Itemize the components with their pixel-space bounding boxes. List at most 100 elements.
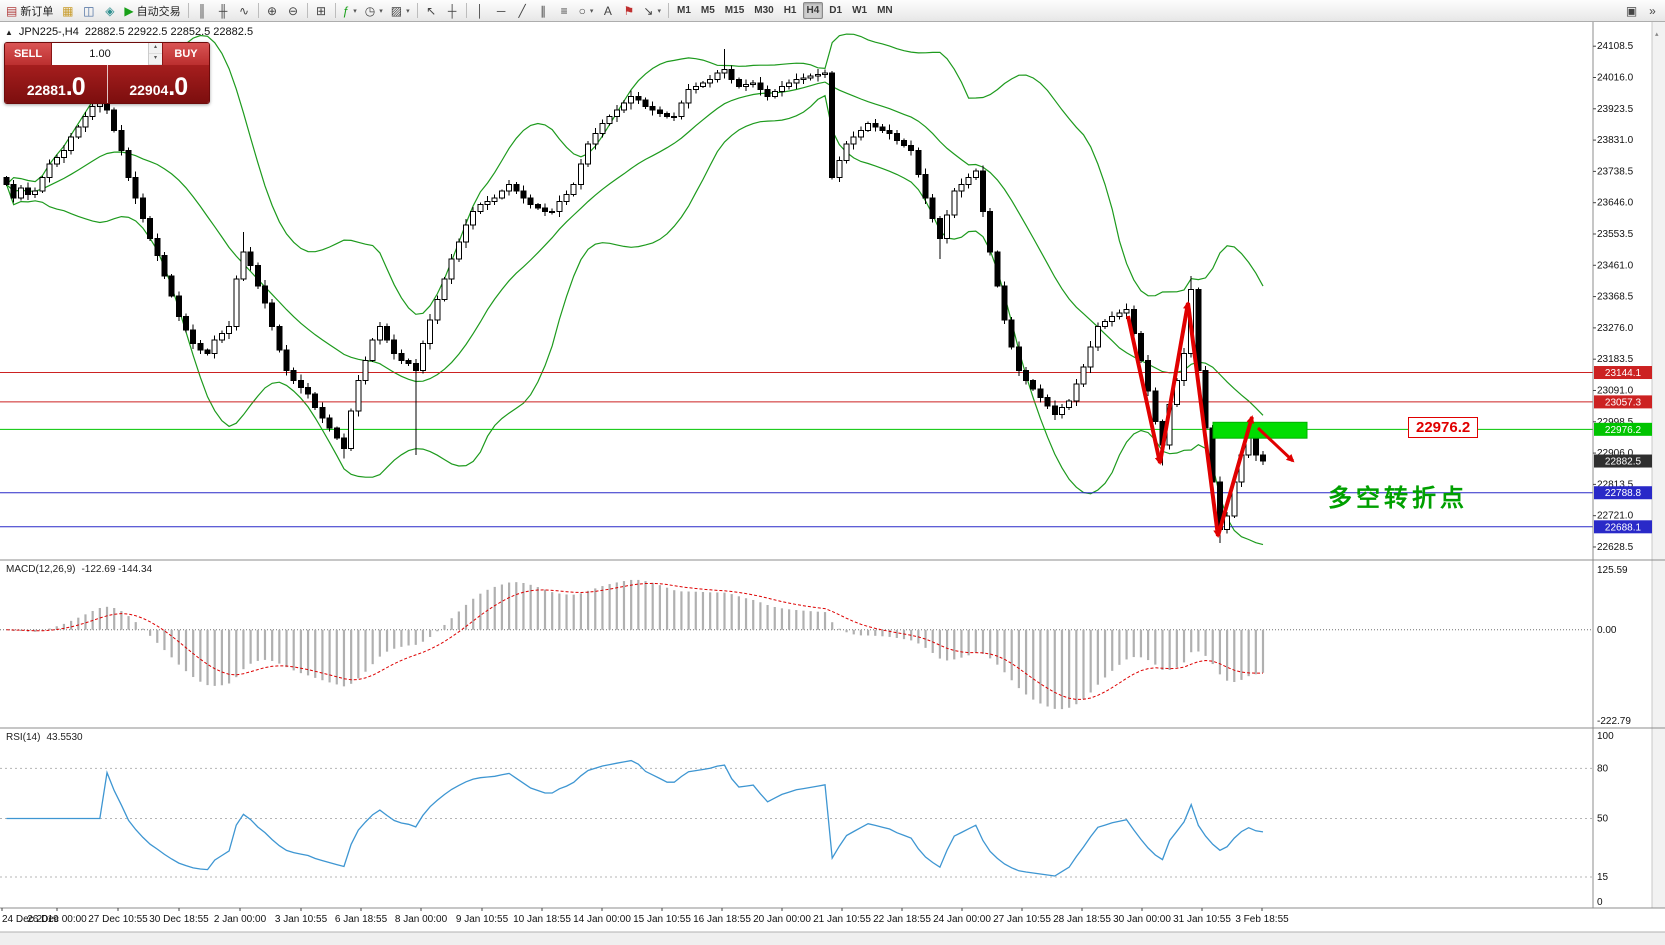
svg-text:24 Jan 00:00: 24 Jan 00:00	[933, 914, 991, 925]
data-window-button[interactable]: ◫	[78, 1, 99, 20]
new-order-icon: ▤	[6, 3, 18, 18]
text-button[interactable]: A	[597, 1, 618, 20]
arrow-tools-button[interactable]: ↘ ▾	[639, 1, 665, 20]
tile-windows-button[interactable]: ⊞	[311, 1, 332, 20]
new-order-button[interactable]: ▤ 新订单	[2, 1, 57, 20]
svg-text:22906.0: 22906.0	[1597, 448, 1634, 459]
toolbar: ▤ 新订单 ▦ ◫ ◈ ▶ 自动交易 ║ ╫ ∿ ⊕ ⊖ ⊞ ƒ ▾ ◷ ▾ ▨ ▾ ↖ ┼ │ ─ ╱ ∥ ≡ ○ ▾ A ⚑ ↘ ▾ M1 M…	[0, 0, 1665, 22]
periods-button[interactable]: ◷ ▾	[361, 1, 387, 20]
symbol-ohlc-line: ▲ JPN225-,H4 22882.5 22922.5 22852.5 228…	[5, 26, 253, 38]
market-watch-button[interactable]: ▦	[57, 1, 78, 20]
shapes-button[interactable]: ○ ▾	[575, 1, 598, 20]
label-icon: ⚑	[623, 3, 635, 18]
svg-text:8 Jan 00:00: 8 Jan 00:00	[395, 914, 448, 925]
timeframe-w1[interactable]: W1	[848, 2, 871, 19]
svg-text:22882.5: 22882.5	[1605, 457, 1642, 468]
timeframe-m30[interactable]: M30	[750, 2, 777, 19]
timeframe-mn[interactable]: MN	[873, 2, 897, 19]
lot-spinner: ▴ ▾	[148, 43, 162, 65]
svg-text:24 Dec 2019: 24 Dec 2019	[2, 914, 59, 925]
line-chart-button[interactable]: ∿	[234, 1, 255, 20]
svg-text:23144.1: 23144.1	[1605, 368, 1642, 379]
timeframe-m1[interactable]: M1	[673, 2, 695, 19]
svg-text:22721.0: 22721.0	[1597, 511, 1634, 522]
fibonacci-button[interactable]: ≡	[554, 1, 575, 20]
svg-text:20 Jan 00:00: 20 Jan 00:00	[753, 914, 811, 925]
label-button[interactable]: ⚑	[618, 1, 639, 20]
macd-name: MACD(12,26,9)	[6, 564, 76, 575]
buy-price[interactable]: 22904 .0	[129, 73, 188, 101]
svg-text:80: 80	[1597, 763, 1609, 774]
svg-text:31 Jan 10:55: 31 Jan 10:55	[1173, 914, 1231, 925]
cursor-button[interactable]: ↖	[421, 1, 442, 20]
svg-text:-222.79: -222.79	[1597, 716, 1631, 727]
svg-text:3 Feb 18:55: 3 Feb 18:55	[1235, 914, 1289, 925]
svg-text:22688.1: 22688.1	[1605, 522, 1642, 533]
sell-button[interactable]: SELL	[5, 43, 51, 65]
fullscreen-icon: ▣	[1625, 3, 1638, 18]
zoom-out-button[interactable]: ⊖	[283, 1, 304, 20]
svg-text:28 Jan 18:55: 28 Jan 18:55	[1053, 914, 1111, 925]
zigzag-arrows[interactable]	[1126, 301, 1295, 538]
timeframe-m5[interactable]: M5	[697, 2, 719, 19]
bar-chart-button[interactable]: ║	[192, 1, 213, 20]
horizontal-lines[interactable]	[0, 372, 1593, 528]
templates-icon: ▨	[390, 3, 403, 18]
vertical-line-button[interactable]: │	[470, 1, 491, 20]
svg-text:0.00: 0.00	[1597, 625, 1617, 636]
annotation-text-note[interactable]: 多空转折点	[1328, 485, 1468, 512]
candle-chart-button[interactable]: ╫	[213, 1, 234, 20]
fibonacci-icon: ≡	[560, 3, 568, 18]
svg-text:27 Dec 10:55: 27 Dec 10:55	[88, 914, 148, 925]
lot-up-button[interactable]: ▴	[149, 43, 162, 54]
macd-indicator-label: MACD(12,26,9) -122.69 -144.34	[6, 564, 152, 575]
lot-down-button[interactable]: ▾	[149, 54, 162, 65]
svg-text:21 Jan 10:55: 21 Jan 10:55	[813, 914, 871, 925]
zoom-in-button[interactable]: ⊕	[262, 1, 283, 20]
templates-button[interactable]: ▨ ▾	[387, 1, 414, 20]
overflow-button[interactable]: »	[1642, 1, 1663, 20]
chevron-down-icon: ▾	[406, 7, 410, 15]
horizontal-line-icon: ─	[496, 3, 506, 18]
trendline-button[interactable]: ╱	[512, 1, 533, 20]
zoom-out-icon: ⊖	[288, 3, 299, 18]
svg-text:23276.0: 23276.0	[1597, 323, 1634, 334]
data-window-icon: ◫	[83, 3, 95, 18]
svg-text:26 Dec 00:00: 26 Dec 00:00	[27, 914, 87, 925]
svg-text:27 Jan 10:55: 27 Jan 10:55	[993, 914, 1051, 925]
one-click-collapse-icon[interactable]: ▲	[5, 27, 13, 37]
price-axis[interactable]: 24108.5 24016.0 23923.5 23831.0 23738.5 23646…	[1592, 22, 1652, 908]
price-callout-label[interactable]: 22976.2	[1408, 417, 1479, 438]
vertical-line-icon: │	[476, 3, 484, 18]
timeframe-m15[interactable]: M15	[721, 2, 748, 19]
fullscreen-button[interactable]: ▣	[1621, 1, 1642, 20]
navigator-button[interactable]: ◈	[99, 1, 120, 20]
buy-button[interactable]: BUY	[163, 43, 209, 65]
svg-text:9 Jan 10:55: 9 Jan 10:55	[456, 914, 509, 925]
crosshair-button[interactable]: ┼	[442, 1, 463, 20]
arrow-tools-icon: ↘	[643, 3, 654, 18]
indicators-button[interactable]: ƒ ▾	[339, 1, 361, 20]
svg-text:22813.5: 22813.5	[1597, 479, 1634, 490]
line-chart-icon: ∿	[239, 3, 250, 18]
svg-text:22976.2: 22976.2	[1605, 425, 1642, 436]
bollinger-bands	[5, 33, 1264, 546]
svg-text:6 Jan 18:55: 6 Jan 18:55	[335, 914, 388, 925]
chevron-down-icon: ▾	[379, 7, 383, 15]
timeframe-h4[interactable]: H4	[802, 2, 824, 19]
timeframe-d1[interactable]: D1	[825, 2, 846, 19]
horizontal-line-button[interactable]: ─	[491, 1, 512, 20]
svg-text:50: 50	[1597, 814, 1609, 825]
sell-price[interactable]: 22881 .0	[5, 65, 108, 103]
toolbar-separator	[306, 3, 308, 18]
channel-button[interactable]: ∥	[533, 1, 554, 20]
svg-text:125.59: 125.59	[1597, 565, 1628, 576]
timeframe-h1[interactable]: H1	[780, 2, 801, 19]
svg-text:3 Jan 10:55: 3 Jan 10:55	[275, 914, 328, 925]
lot-input[interactable]	[52, 43, 148, 65]
svg-text:15: 15	[1597, 872, 1609, 883]
trendline-icon: ╱	[518, 3, 526, 18]
autotrading-button[interactable]: ▶ 自动交易	[120, 1, 184, 20]
